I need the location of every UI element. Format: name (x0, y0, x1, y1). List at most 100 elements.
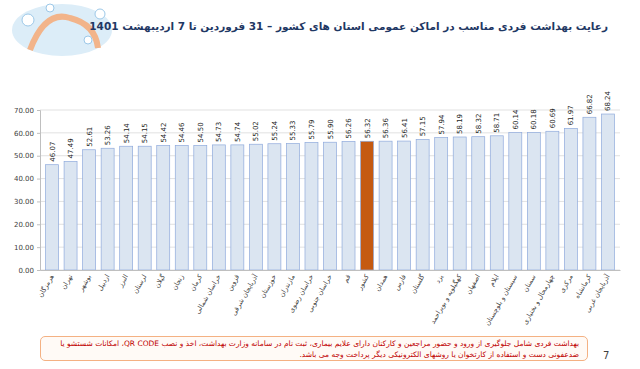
x-tick: آذربایجان شرقی (229, 270, 260, 317)
tick-label: خراسان جنوبی (306, 273, 334, 313)
tick-label: خراسان شمالی (194, 273, 223, 315)
bar (490, 136, 503, 270)
tick-label: گلستان (408, 272, 427, 295)
tick-label: کهگیلویه و بویراحمد (428, 272, 464, 325)
tick-label: ایلام (488, 273, 501, 288)
tick-label: گیلان (152, 272, 167, 290)
tick-label: خوزستان (258, 273, 278, 299)
bar (601, 114, 614, 270)
tick-label: 20.00 (14, 221, 34, 229)
data-label: 60.14 (512, 109, 520, 130)
axis-line (41, 270, 621, 271)
data-label: 55.24 (271, 120, 279, 141)
data-label: 60.18 (530, 109, 538, 129)
data-label: 55.33 (289, 120, 297, 140)
bar (564, 128, 577, 270)
data-label: 56.32 (364, 118, 372, 138)
tick-label: تهران (60, 273, 75, 291)
tick-label: 0.00 (18, 267, 34, 275)
tick-label: اردبیل (96, 273, 112, 292)
x-tick: خوزستان (258, 270, 278, 300)
y-axis: 0.0010.0020.0030.0040.0050.0060.0070.00 (14, 107, 41, 275)
x-tick: گیلان (152, 270, 167, 290)
tick-label: آذربایجان شرقی (229, 272, 260, 317)
tick-label: هرمزگان (36, 272, 57, 299)
tick-mark (37, 110, 40, 111)
data-label: 57.94 (438, 114, 446, 135)
bar (286, 144, 299, 270)
tick-label: 70.00 (14, 107, 34, 115)
tick-label: 40.00 (14, 175, 34, 183)
decor-bubble (22, 14, 34, 26)
data-label: 53.26 (104, 125, 112, 146)
x-tick: مازندران (277, 270, 296, 299)
decor-bubble (46, 4, 54, 12)
data-label: 57.15 (419, 116, 427, 136)
decor-bubble (84, 36, 92, 44)
axis-line (37, 111, 41, 271)
x-tick: قم (342, 270, 353, 284)
x-tick: کشور (355, 270, 371, 292)
tick-label: البرز (116, 273, 130, 289)
bar (138, 146, 151, 270)
tick-label: کشور (355, 273, 371, 292)
tick-label: قزوین (226, 273, 242, 292)
y-tick: 30.00 (14, 198, 40, 206)
tick-mark (37, 224, 40, 225)
data-label: 66.82 (586, 94, 594, 114)
decor-shape (30, 17, 98, 50)
x-tick: مرکزی (558, 270, 575, 294)
bar (175, 146, 188, 270)
data-label: 60.69 (549, 108, 557, 128)
bar (583, 117, 596, 270)
x-tick: کهگیلویه و بویراحمد (428, 270, 464, 325)
bar (212, 145, 225, 270)
x-tick: البرز (116, 270, 130, 289)
page-number: 7 (603, 350, 609, 361)
data-label: 54.50 (197, 122, 205, 142)
tick-mark (37, 247, 40, 248)
data-label: 68.24 (604, 90, 612, 111)
tick-label: 60.00 (14, 130, 34, 138)
data-label: 55.79 (308, 119, 316, 139)
bar (157, 146, 170, 270)
x-tick: خراسان جنوبی (306, 270, 334, 314)
data-label: 61.97 (567, 105, 575, 125)
x-tick: سیستان و بلوچستان (483, 270, 519, 327)
x-tick: چهارمحال و بختیاری (521, 270, 556, 326)
data-label: 54.74 (234, 121, 242, 142)
y-tick: 0.00 (18, 267, 40, 275)
tick-mark (37, 156, 40, 157)
data-label: 54.14 (123, 123, 131, 144)
tick-mark (37, 270, 40, 271)
x-tick: اردبیل (96, 270, 112, 292)
tick-label: کرمان (188, 273, 204, 293)
tick-label: فارس (393, 273, 408, 292)
tick-label: قم (342, 273, 353, 284)
x-tick: بوشهر (76, 270, 92, 294)
data-label: 46.07 (49, 142, 57, 162)
data-label: 56.36 (382, 118, 390, 139)
bar (453, 137, 466, 270)
tick-label: مرکزی (558, 273, 575, 294)
bar (64, 161, 77, 270)
tick-mark (37, 201, 40, 202)
data-label: 56.26 (345, 118, 353, 139)
bar (527, 132, 540, 270)
tick-label: آذربایجان غربی (583, 272, 613, 314)
data-label: 55.02 (252, 121, 260, 141)
x-tick: یزد (434, 270, 445, 285)
tick-label: 50.00 (14, 152, 34, 160)
y-tick: 20.00 (14, 221, 40, 229)
tick-label: زنجان (170, 273, 185, 291)
tick-label: همدان (373, 273, 389, 293)
x-tick: کرمانشاه (573, 270, 593, 300)
x-tick: فارس (393, 270, 408, 292)
bar (101, 148, 114, 270)
y-tick: 40.00 (14, 175, 40, 183)
data-label: 58.71 (493, 113, 501, 133)
chart: رعایت بهداشت فردی مناسب در اماکن عمومی ا… (0, 0, 640, 369)
x-tick: سمنان (521, 270, 537, 293)
data-label: 56.41 (401, 118, 409, 138)
data-label: 54.15 (141, 123, 149, 143)
